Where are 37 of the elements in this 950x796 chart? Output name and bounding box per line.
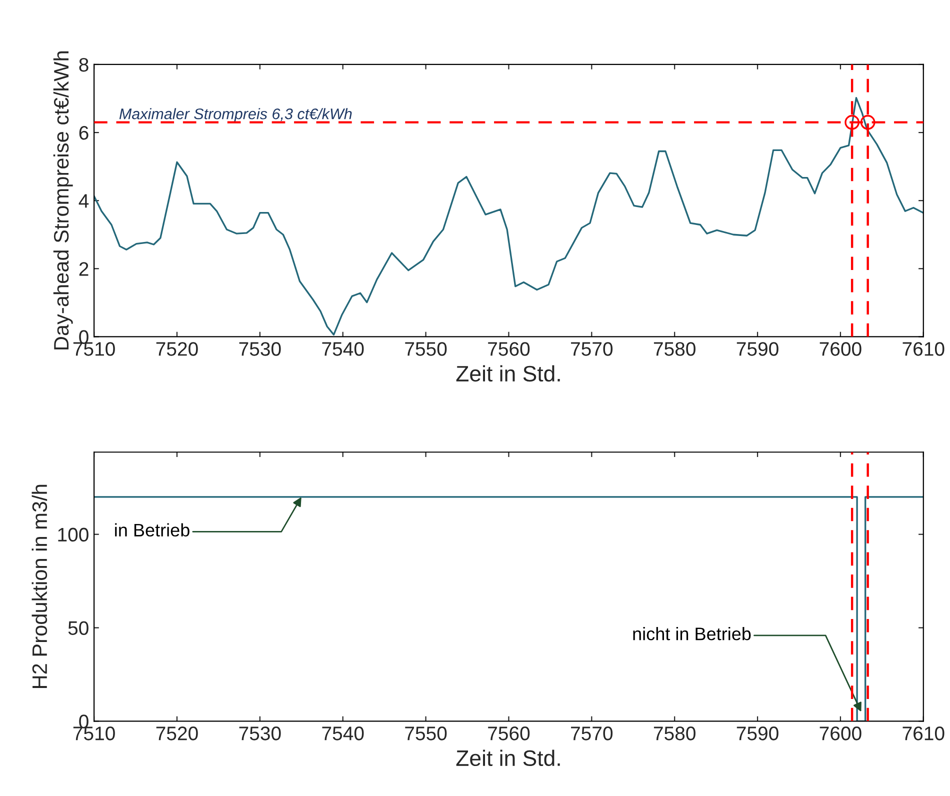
x-tick-label: 7570	[571, 342, 613, 356]
x-tick-label: 7580	[654, 726, 696, 740]
x-tick-label: 7510	[73, 342, 115, 356]
x-axis-title: Zeit in Std.	[456, 365, 560, 382]
annotation: in Betrieb	[115, 523, 190, 537]
x-tick-label: 7550	[405, 726, 447, 740]
y-tick-label: 8	[79, 58, 88, 72]
x-tick-label: 7520	[156, 342, 198, 356]
x-tick-label: 7590	[736, 726, 778, 740]
y-tick-label: 50	[68, 621, 88, 635]
x-tick-label: 7560	[488, 726, 530, 740]
y-tick-label: 4	[78, 194, 89, 208]
y-axis-title: Day-ahead Strompreise ct€/kWh	[53, 51, 73, 350]
y-tick-label: 0	[79, 714, 88, 728]
x-tick-label: 7540	[322, 342, 364, 356]
x-tick-label: 7520	[156, 726, 198, 740]
x-tick-label: 7600	[820, 726, 862, 740]
x-tick-label: 7530	[239, 726, 281, 740]
y-tick-label: 2	[79, 262, 88, 276]
x-tick-label: 7610	[902, 726, 944, 740]
x-tick-label: 7530	[239, 342, 281, 356]
x-tick-label: 7560	[488, 342, 530, 356]
x-tick-label: 7610	[902, 342, 944, 356]
x-tick-label: 7570	[571, 726, 613, 740]
annotation: nicht in Betrieb	[633, 627, 751, 640]
x-axis-title: Zeit in Std.	[456, 750, 560, 766]
x-tick-label: 7510	[73, 726, 115, 740]
ref-line-label: Maximaler Strompreis 6,3 ct€/kWh	[119, 108, 352, 122]
x-tick-label: 7590	[736, 342, 778, 356]
y-tick-label: 6	[79, 126, 88, 140]
y-tick-label: 100	[58, 528, 88, 542]
x-tick-label: 7580	[654, 342, 696, 356]
x-tick-label: 7540	[322, 726, 364, 740]
y-axis-title: H2 Produktion in m3/h	[32, 484, 48, 688]
y-tick-label: 0	[79, 330, 88, 344]
x-tick-label: 7550	[405, 342, 447, 356]
x-tick-label: 7600	[820, 342, 862, 356]
